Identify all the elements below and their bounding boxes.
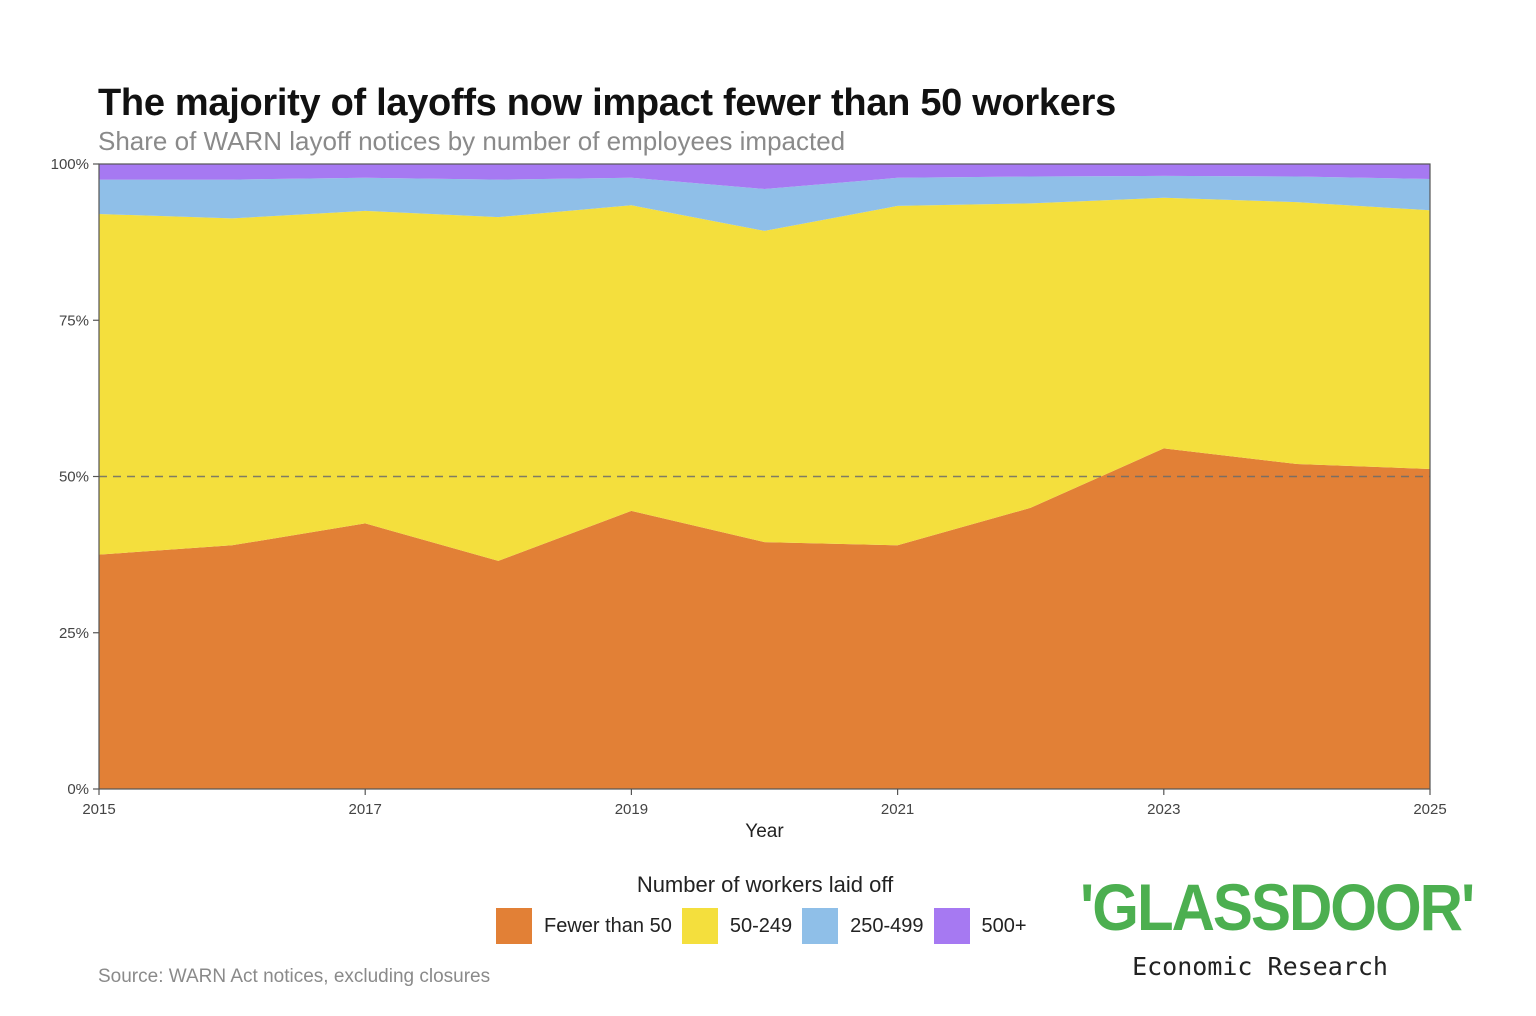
- x-tick-label: 2021: [881, 801, 914, 818]
- area-series-fewer-than-50: [99, 448, 1430, 789]
- legend-swatch: [681, 908, 718, 944]
- area-series-250-499: [99, 175, 1430, 231]
- y-tick-label: 25%: [59, 625, 89, 642]
- y-tick-label: 75%: [59, 312, 89, 329]
- legend-label: 50-249: [729, 914, 793, 937]
- legend-swatch: [496, 908, 532, 944]
- legend-item-fewer-than-50: Fewer than 50: [496, 908, 672, 944]
- area-series-50-249: [99, 197, 1430, 561]
- chart-subtitle: Share of WARN layoff notices by number o…: [98, 126, 846, 156]
- y-tick-label: 0%: [67, 781, 89, 798]
- brand-subtitle: Economic Research: [1132, 952, 1388, 981]
- area-series-500-plus: [99, 164, 1430, 189]
- legend-item-50-249: 50-249: [681, 908, 793, 944]
- x-tick-label: 2019: [615, 801, 648, 818]
- x-tick-label: 2015: [82, 801, 115, 818]
- y-tick-label: 100%: [51, 156, 89, 173]
- legend-item-250-499: 250-499: [802, 908, 924, 944]
- legend-item-500-plus: 500+: [933, 908, 1027, 944]
- legend-label: 250-499: [850, 914, 924, 937]
- glassdoor-logo: 'GLASSDOOR': [1080, 870, 1475, 945]
- y-tick-label: 50%: [59, 469, 89, 486]
- stacked-area-chart: 0% 25% 50% 75% 100% 2015 2017 2019 2021 2023 2025 Y…: [51, 156, 1447, 842]
- legend-swatch: [933, 908, 970, 944]
- legend-label: Fewer than 50: [544, 914, 672, 937]
- source-note: Source: WARN Act notices, excluding clos…: [98, 966, 491, 987]
- glassdoor-brand: 'GLASSDOOR' Economic Research: [1080, 871, 1475, 981]
- legend-label: 500+: [981, 914, 1027, 937]
- x-axis-title: Year: [745, 821, 784, 842]
- x-tick-label: 2023: [1147, 801, 1180, 818]
- chart-title: The majority of layoffs now impact fewer…: [98, 82, 1116, 124]
- legend: Fewer than 50 50-249 250-499 500+: [496, 908, 1037, 944]
- legend-swatch: [802, 908, 839, 944]
- x-tick-label: 2025: [1413, 801, 1446, 818]
- legend-title: Number of workers laid off: [636, 872, 894, 897]
- x-tick-label: 2017: [349, 801, 382, 818]
